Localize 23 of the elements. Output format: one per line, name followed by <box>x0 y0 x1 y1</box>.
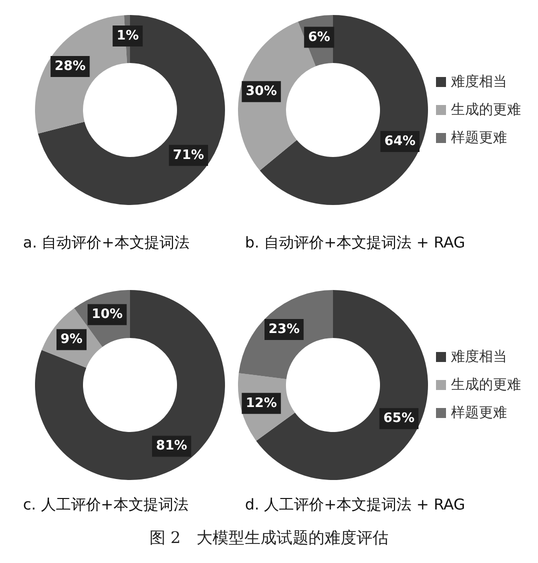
legend-label: 样题更难 <box>451 405 507 421</box>
text: c. 人工评价+本文提词法 <box>23 496 188 514</box>
legend-label: 生成的更难 <box>451 102 521 118</box>
data-label: 10% <box>92 307 123 322</box>
text: d. 人工评价+本文提词法 + RAG <box>245 496 466 514</box>
text: a. 自动评价+本文提词法 <box>23 234 190 252</box>
data-label: 1% <box>116 28 139 44</box>
legend-label: 难度相当 <box>450 349 507 365</box>
data-label: 23% <box>268 322 300 337</box>
text: b. 自动评价+本文提词法 + RAG <box>245 234 466 252</box>
data-label: 30% <box>246 84 277 100</box>
data-label: 65% <box>383 411 414 426</box>
legend-label: 样题更难 <box>451 130 507 146</box>
data-label: 28% <box>54 59 86 74</box>
data-label: 81% <box>156 438 188 454</box>
legend-label: 生成的更难 <box>451 377 521 393</box>
data-label: 9% <box>60 332 83 348</box>
data-label: 64% <box>384 134 416 150</box>
caption: 图 2 大模型生成试题的难度评估 <box>149 528 389 547</box>
data-label: 71% <box>172 148 204 163</box>
data-label: 12% <box>246 396 277 411</box>
data-label: 6% <box>308 30 330 45</box>
legend-label: 难度相当 <box>450 74 507 90</box>
